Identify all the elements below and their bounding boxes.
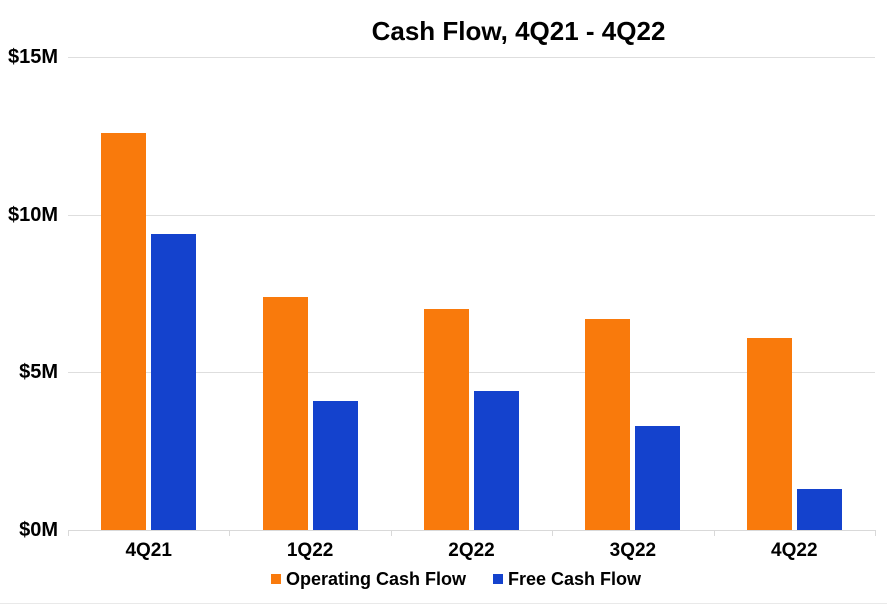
x-axis-label: 3Q22 [609, 540, 657, 561]
free-cash-flow-bar [635, 425, 681, 530]
legend-item-operating-cash-flow: Operating Cash Flow [270, 569, 466, 589]
legend-label: Operating Cash Flow [285, 569, 466, 589]
operating-cash-flow-bar [262, 296, 308, 530]
operating-cash-flow-bar [424, 309, 469, 530]
y-axis-label: $0M [19, 519, 58, 541]
x-axis-line [68, 530, 875, 531]
y-axis-label: $15M [7, 46, 58, 68]
x-axis-tick [229, 530, 231, 536]
operating-cash-flow-bar [101, 132, 147, 530]
gridline [68, 372, 875, 374]
free-cash-flow-bar [151, 233, 197, 530]
gridline [68, 57, 875, 58]
gridline [68, 214, 875, 216]
chart-title: Cash Flow, 4Q21 - 4Q22 [371, 16, 666, 46]
x-axis-tick [390, 530, 392, 536]
operating-cash-flow-bar [746, 337, 792, 530]
operating-cash-flow-swatch-icon [270, 574, 281, 584]
legend-item-free-cash-flow: Free Cash Flow [493, 570, 641, 588]
x-axis-tick [713, 530, 715, 536]
operating-cash-flow-bar [585, 318, 631, 530]
free-cash-flow-bar [312, 400, 358, 530]
x-axis-label: 1Q22 [286, 540, 334, 561]
x-axis-label: 2Q22 [448, 540, 495, 561]
x-axis-tick [875, 530, 876, 536]
bottom-edge-divider [0, 603, 887, 604]
y-axis-label: $10M [7, 203, 58, 226]
x-axis-label: 4Q21 [125, 540, 172, 561]
legend-label: Free Cash Flow [508, 569, 642, 589]
x-axis-tick [68, 530, 69, 536]
y-axis-label: $5M [19, 361, 58, 384]
free-cash-flow-bar [474, 391, 519, 530]
x-axis-tick [552, 530, 554, 536]
free-cash-flow-swatch-icon [493, 574, 503, 584]
free-cash-flow-bar [796, 489, 842, 530]
x-axis-label: 4Q22 [771, 540, 818, 561]
legend: Operating Cash Flow Free Cash Flow [0, 570, 887, 588]
